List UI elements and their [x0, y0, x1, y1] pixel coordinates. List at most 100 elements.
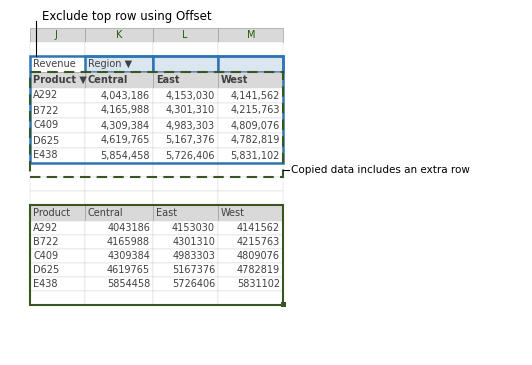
Bar: [218, 28, 283, 42]
Text: 5,726,406: 5,726,406: [165, 150, 215, 161]
Text: D625: D625: [33, 135, 59, 146]
Bar: [30, 118, 85, 133]
Bar: [218, 72, 283, 88]
Text: 5854458: 5854458: [107, 279, 150, 289]
Text: Copied data includes an extra row: Copied data includes an extra row: [291, 165, 470, 175]
Bar: [153, 263, 218, 277]
Bar: [218, 191, 283, 205]
Text: J: J: [54, 30, 57, 40]
Bar: [30, 221, 85, 235]
Text: 5,854,458: 5,854,458: [101, 150, 150, 161]
Text: 4619765: 4619765: [107, 265, 150, 275]
Text: 5726406: 5726406: [172, 279, 215, 289]
Bar: [218, 133, 283, 148]
Text: West: West: [221, 208, 245, 218]
Text: East: East: [156, 75, 179, 85]
Text: A292: A292: [33, 91, 58, 100]
Text: West: West: [221, 75, 248, 85]
Text: 4,043,186: 4,043,186: [101, 91, 150, 100]
Bar: [218, 103, 283, 118]
Bar: [85, 277, 153, 291]
Bar: [153, 133, 218, 148]
Text: 5831102: 5831102: [237, 279, 280, 289]
Bar: [85, 205, 153, 221]
Bar: [218, 88, 283, 103]
Bar: [153, 163, 218, 177]
Bar: [153, 103, 218, 118]
Bar: [153, 72, 218, 88]
Bar: [153, 28, 218, 42]
Text: 4,983,303: 4,983,303: [166, 120, 215, 131]
Bar: [85, 133, 153, 148]
Bar: [153, 177, 218, 191]
Bar: [30, 205, 85, 221]
Bar: [30, 177, 85, 191]
Text: Product: Product: [33, 208, 70, 218]
Text: C409: C409: [33, 251, 58, 261]
Bar: [30, 163, 85, 177]
Text: Central: Central: [88, 75, 128, 85]
Text: E438: E438: [33, 279, 57, 289]
Text: 4,619,765: 4,619,765: [101, 135, 150, 146]
Bar: [85, 72, 153, 88]
Bar: [30, 28, 85, 42]
Bar: [30, 133, 85, 148]
Bar: [30, 148, 85, 163]
Text: 4309384: 4309384: [107, 251, 150, 261]
Text: 4809076: 4809076: [237, 251, 280, 261]
Bar: [30, 277, 85, 291]
Text: Revenue: Revenue: [33, 59, 76, 69]
Bar: [153, 148, 218, 163]
Bar: [153, 88, 218, 103]
Text: 4983303: 4983303: [172, 251, 215, 261]
Text: 4043186: 4043186: [107, 223, 150, 233]
Bar: [30, 56, 283, 163]
Text: 4,809,076: 4,809,076: [231, 120, 280, 131]
Bar: [153, 221, 218, 235]
Text: L: L: [182, 30, 187, 40]
Text: 4,153,030: 4,153,030: [166, 91, 215, 100]
Bar: [218, 221, 283, 235]
Text: 5,831,102: 5,831,102: [231, 150, 280, 161]
Bar: [30, 72, 283, 177]
Bar: [153, 291, 218, 305]
Text: M: M: [247, 30, 255, 40]
Text: 4141562: 4141562: [237, 223, 280, 233]
Bar: [30, 88, 85, 103]
Text: 4,165,988: 4,165,988: [101, 105, 150, 115]
Text: A292: A292: [33, 223, 58, 233]
Bar: [85, 42, 153, 56]
Bar: [30, 191, 85, 205]
Text: B722: B722: [33, 105, 59, 115]
Bar: [218, 177, 283, 191]
Text: 5167376: 5167376: [172, 265, 215, 275]
Text: 4,309,384: 4,309,384: [101, 120, 150, 131]
Text: Central: Central: [88, 208, 123, 218]
Text: D625: D625: [33, 265, 59, 275]
Text: C409: C409: [33, 120, 58, 131]
Bar: [153, 205, 218, 221]
Bar: [153, 277, 218, 291]
Text: 4153030: 4153030: [172, 223, 215, 233]
Bar: [85, 56, 153, 72]
Bar: [30, 103, 85, 118]
Bar: [30, 235, 85, 249]
Bar: [85, 177, 153, 191]
Text: 4782819: 4782819: [237, 265, 280, 275]
Bar: [218, 56, 283, 72]
Bar: [85, 221, 153, 235]
Text: 4,782,819: 4,782,819: [231, 135, 280, 146]
Bar: [85, 148, 153, 163]
Text: Product ▼: Product ▼: [33, 75, 87, 85]
Bar: [85, 28, 153, 42]
Bar: [281, 302, 286, 307]
Text: K: K: [116, 30, 122, 40]
Bar: [85, 118, 153, 133]
Bar: [30, 249, 85, 263]
Bar: [218, 148, 283, 163]
Bar: [30, 56, 85, 72]
Text: 5,167,376: 5,167,376: [165, 135, 215, 146]
Bar: [30, 42, 85, 56]
Bar: [85, 88, 153, 103]
Bar: [85, 163, 153, 177]
